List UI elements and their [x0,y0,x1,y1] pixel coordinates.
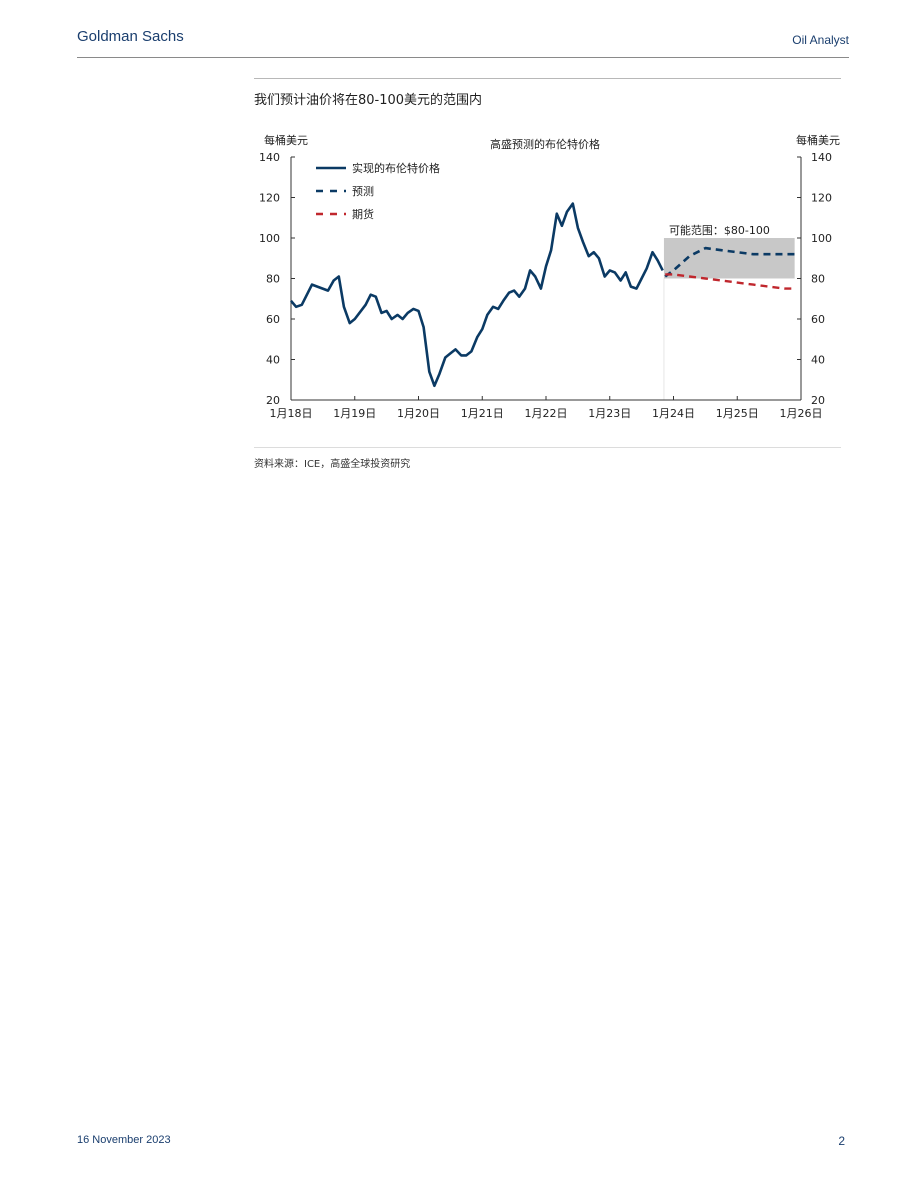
x-tick-label: 1月21日 [461,407,504,420]
series-line-realized [290,202,664,388]
source-note: 资料来源：ICE，高盛全球投资研究 [254,459,411,470]
chart-title: 高盛预测的布伦特价格 [490,137,600,151]
y-tick-label-left: 20 [266,394,280,407]
brent-forecast-chart: 高盛预测的布伦特价格 每桶美元 每桶美元 可能范围：$80-100 20 20 40… [259,133,840,420]
y-tick-label-right: 100 [811,232,832,245]
x-tick-label: 1月23日 [588,407,631,420]
x-tick-label: 1月22日 [525,407,568,420]
series-line-futures [665,273,795,290]
brand-logo-text: Goldman Sachs [77,28,184,45]
x-tick-label: 1月25日 [716,407,759,420]
legend-label-realized: 实现的布伦特价格 [352,161,440,175]
footer-date: 16 November 2023 [77,1134,171,1146]
range-band-layer: 可能范围：$80-100 [663,223,795,400]
series-layer [290,202,795,388]
y-tick-label-left: 100 [259,232,280,245]
y-tick-label-right: 80 [811,273,825,286]
x-tick-label: 1月18日 [270,407,313,420]
range-band-label: 可能范围：$80-100 [669,223,770,237]
y-axis-label-left: 每桶美元 [264,133,308,147]
y-tick-label-right: 120 [811,192,832,205]
page-number: 2 [838,1134,845,1148]
exhibit-top-divider [254,78,841,79]
y-tick-label-right: 40 [811,354,825,367]
range-band [663,238,795,279]
legend-label-forecast: 预测 [352,185,374,198]
y-tick-label-left: 60 [266,313,280,326]
header-divider [77,57,849,58]
y-tick-label-right: 20 [811,394,825,407]
y-tick-label-left: 40 [266,354,280,367]
y-tick-label-right: 140 [811,151,832,164]
x-tick-label: 1月26日 [780,407,823,420]
y-tick-label-left: 140 [259,151,280,164]
y-axis-label-right: 每桶美元 [796,133,840,147]
y-tick-label-left: 80 [266,273,280,286]
report-name: Oil Analyst [792,33,849,47]
x-tick-label: 1月24日 [652,407,695,420]
y-tick-label-right: 60 [811,313,825,326]
series-line-forecast [664,246,795,278]
x-tick-label: 1月20日 [397,407,440,420]
y-tick-label-left: 120 [259,192,280,205]
axes-layer: 20 20 40 40 60 60 80 80 100 100 120 120 140 140 1月18日 1… [259,151,832,420]
x-tick-label: 1月19日 [333,407,376,420]
exhibit-title: 我们预计油价将在80-100美元的范围内 [254,93,483,108]
legend-label-futures: 期货 [352,207,374,221]
exhibit-bottom-divider [254,447,841,448]
